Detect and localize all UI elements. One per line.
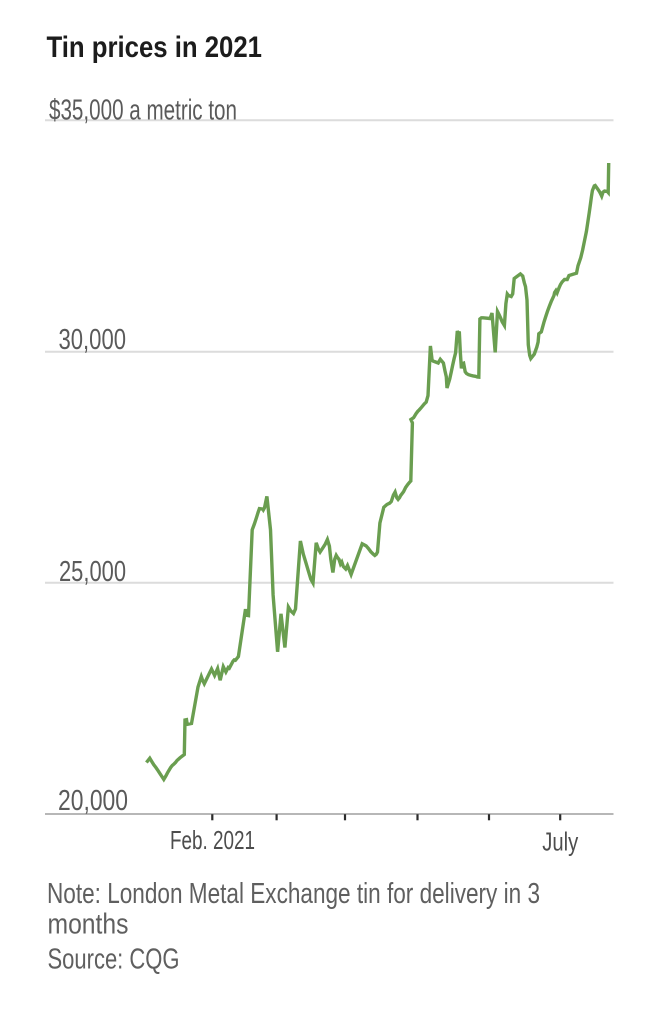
svg-text:months: months bbox=[48, 909, 129, 941]
svg-text:Tin prices in 2021: Tin prices in 2021 bbox=[47, 31, 263, 64]
svg-text:July: July bbox=[542, 827, 578, 857]
svg-text:Note: London Metal Exchange ti: Note: London Metal Exchange tin for deli… bbox=[47, 878, 540, 910]
svg-text:20,000: 20,000 bbox=[58, 785, 128, 817]
svg-text:30,000: 30,000 bbox=[59, 324, 127, 356]
svg-text:25,000: 25,000 bbox=[59, 556, 126, 588]
svg-text:Feb. 2021: Feb. 2021 bbox=[170, 825, 255, 855]
svg-text:$35,000 a metric ton: $35,000 a metric ton bbox=[49, 95, 237, 127]
svg-text:Source: CQG: Source: CQG bbox=[48, 944, 180, 976]
